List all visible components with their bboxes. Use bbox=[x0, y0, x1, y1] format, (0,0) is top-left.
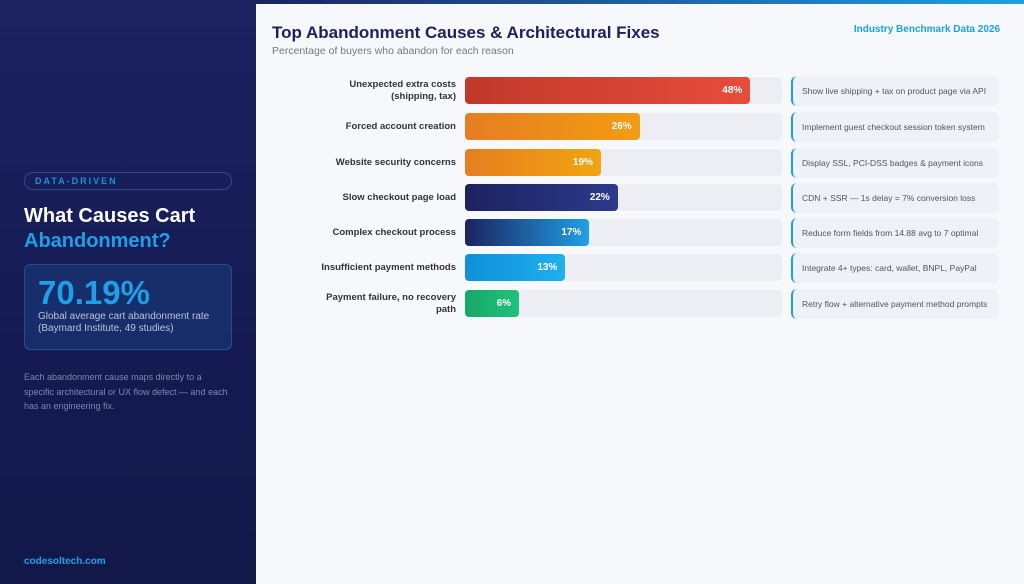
bar-track: 13% bbox=[465, 254, 782, 281]
stat-card: 70.19% Global average cart abandonment r… bbox=[24, 264, 232, 350]
chart-panel: Top Abandonment Causes & Architectural F… bbox=[256, 0, 1024, 584]
bar: 17% bbox=[465, 219, 590, 246]
bar-row: Payment failure, no recovery path 6% Ret… bbox=[256, 289, 1024, 319]
bar-track: 22% bbox=[465, 184, 782, 211]
bar: 19% bbox=[465, 149, 601, 176]
bar-track: 26% bbox=[465, 113, 782, 140]
bar-track: 6% bbox=[465, 290, 782, 317]
bar: 13% bbox=[465, 254, 566, 281]
fix-note: Implement guest checkout session token s… bbox=[791, 112, 999, 142]
bar-row: Unexpected extra costs (shipping, tax) 4… bbox=[256, 76, 1024, 106]
brand-link[interactable]: codesoltech.com bbox=[24, 556, 106, 567]
category-label: Website security concerns bbox=[335, 157, 456, 168]
sidebar-title: What Causes Cart Abandonment? bbox=[24, 204, 195, 254]
bar-row: Insufficient payment methods 13% Integra… bbox=[256, 253, 1024, 283]
data-label: 6% bbox=[496, 298, 512, 309]
category-label: Slow checkout page load bbox=[342, 192, 457, 203]
fix-note: Show live shipping + tax on product page… bbox=[791, 76, 999, 106]
bar-track: 17% bbox=[465, 219, 782, 246]
chart-subtitle: Percentage of buyers who abandon for eac… bbox=[272, 45, 514, 57]
tag-badge: DATA-DRIVEN bbox=[24, 172, 232, 190]
fix-note: Display SSL, PCI-DSS badges & payment ic… bbox=[791, 148, 999, 178]
stat-source: (Baymard Institute, 49 studies) bbox=[38, 323, 174, 334]
category-label: Forced account creation bbox=[345, 121, 456, 132]
bar-row: Forced account creation 26% Implement gu… bbox=[256, 112, 1024, 142]
benchmark-label: Industry Benchmark Data 2026 bbox=[853, 24, 1000, 35]
stat-label: Global average cart abandonment rate bbox=[38, 311, 210, 322]
fix-note: Integrate 4+ types: card, wallet, BNPL, … bbox=[791, 253, 999, 283]
bar-row: Slow checkout page load 22% CDN + SSR — … bbox=[256, 183, 1024, 213]
category-label: Payment failure, no recovery path bbox=[326, 292, 456, 315]
category-label: Unexpected extra costs (shipping, tax) bbox=[349, 79, 456, 102]
fix-note: Retry flow + alternative payment method … bbox=[791, 289, 999, 319]
data-label: 26% bbox=[611, 121, 632, 132]
data-label: 22% bbox=[589, 192, 610, 203]
stat-value: 70.19% bbox=[38, 274, 150, 311]
title-line2: Abandonment? bbox=[24, 230, 171, 252]
bar: 22% bbox=[465, 184, 618, 211]
bar-track: 19% bbox=[465, 149, 782, 176]
fix-note: Reduce form fields from 14.88 avg to 7 o… bbox=[791, 218, 999, 248]
bar-row: Complex checkout process 17% Reduce form… bbox=[256, 218, 1024, 248]
bar-row: Website security concerns 19% Display SS… bbox=[256, 148, 1024, 178]
bar: 48% bbox=[465, 77, 751, 104]
bar: 26% bbox=[465, 113, 640, 140]
category-label: Complex checkout process bbox=[332, 227, 456, 238]
chart-title: Top Abandonment Causes & Architectural F… bbox=[272, 23, 660, 42]
title-line1: What Causes Cart bbox=[24, 205, 196, 227]
sidebar-description: Each abandonment cause maps directly to … bbox=[24, 372, 228, 411]
bar: 6% bbox=[465, 290, 520, 317]
data-label: 19% bbox=[572, 157, 593, 168]
sidebar: DATA-DRIVEN What Causes Cart Abandonment… bbox=[0, 0, 256, 584]
data-label: 17% bbox=[561, 227, 582, 238]
data-label: 48% bbox=[722, 85, 743, 96]
category-label: Insufficient payment methods bbox=[321, 262, 456, 273]
data-label: 13% bbox=[537, 262, 558, 273]
bar-track: 48% bbox=[465, 77, 782, 104]
fix-note: CDN + SSR — 1s delay = 7% conversion los… bbox=[791, 183, 999, 213]
accent-line bbox=[256, 0, 1024, 4]
